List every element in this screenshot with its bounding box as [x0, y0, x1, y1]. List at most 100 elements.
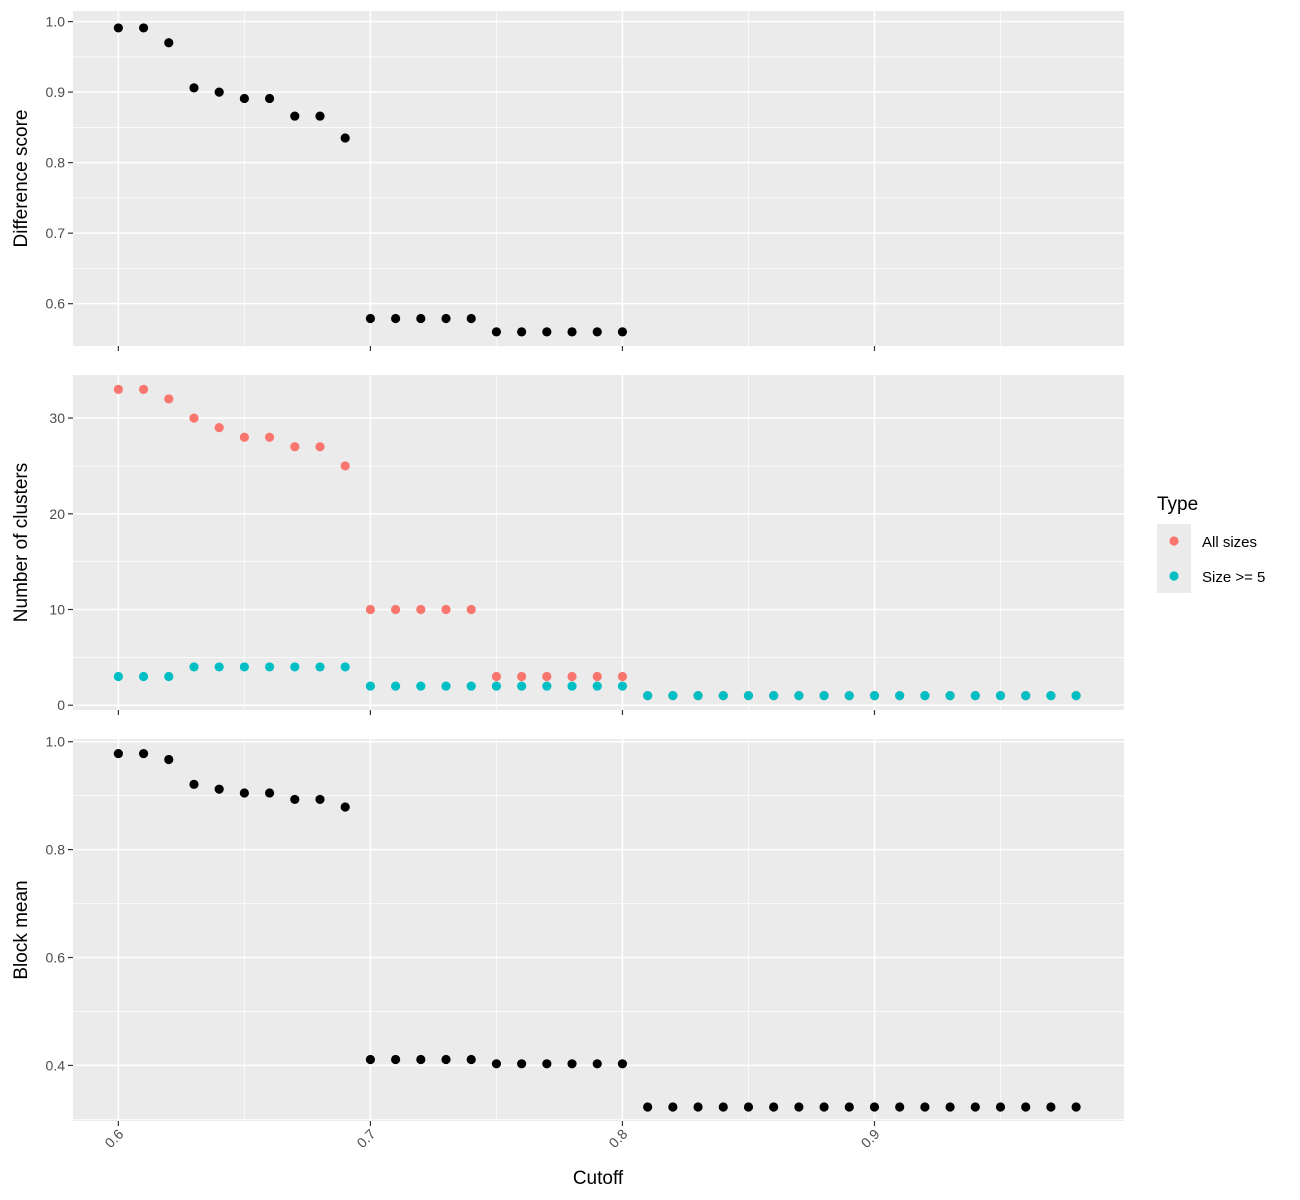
data-point: [315, 442, 325, 452]
data-point: [391, 604, 401, 615]
data-point: [592, 1059, 602, 1069]
data-point: [189, 779, 199, 789]
data-point: [895, 691, 905, 701]
data-point: [491, 681, 502, 691]
data-point: [743, 1102, 754, 1112]
data-point: [264, 93, 275, 104]
data-point: [668, 1102, 678, 1112]
data-point: [920, 691, 930, 701]
data-point: [340, 662, 350, 672]
y-tick-label: 0.9: [46, 84, 66, 100]
data-point: [491, 327, 502, 337]
data-point: [466, 681, 476, 691]
panel-background: [73, 11, 1124, 346]
data-point: [391, 1054, 401, 1065]
data-point: [995, 691, 1006, 701]
data-point: [214, 784, 224, 794]
data-point: [290, 111, 300, 121]
data-point: [869, 691, 880, 701]
data-point: [441, 1054, 451, 1065]
data-point: [416, 604, 426, 615]
data-point: [844, 1102, 854, 1112]
data-point: [592, 671, 602, 682]
y-tick-label: 0.4: [46, 1057, 66, 1073]
data-point: [491, 1059, 502, 1069]
data-point: [517, 327, 527, 337]
y-tick-label: 0.6: [46, 296, 66, 312]
data-point: [315, 662, 325, 672]
data-point: [290, 662, 300, 672]
data-point: [844, 691, 854, 701]
data-point: [164, 671, 174, 682]
data-point: [164, 394, 174, 404]
data-point: [567, 681, 577, 691]
data-point: [340, 802, 350, 812]
data-point: [416, 313, 426, 324]
data-point: [542, 327, 552, 337]
panel-2: 0 10 20 30 Number of clusters: [11, 375, 1124, 715]
data-point: [995, 1102, 1006, 1112]
data-point: [214, 423, 224, 433]
data-point: [416, 681, 426, 691]
data-point: [113, 671, 123, 682]
data-point: [895, 1102, 905, 1112]
data-point: [718, 691, 728, 701]
data-point: [315, 111, 325, 121]
data-point: [567, 327, 577, 337]
legend-label: Size >= 5: [1202, 569, 1265, 586]
data-point: [391, 681, 401, 691]
data-point: [617, 327, 628, 337]
x-tick-label: 0.6: [101, 1126, 126, 1151]
data-point: [239, 662, 249, 672]
data-point: [264, 432, 275, 442]
data-point: [214, 87, 224, 97]
data-point: [693, 1102, 703, 1112]
data-point: [517, 681, 527, 691]
data-point: [138, 384, 149, 394]
data-point: [189, 662, 199, 672]
y-tick-label: 1.0: [46, 734, 66, 750]
data-point: [920, 1102, 930, 1112]
data-point: [617, 681, 628, 691]
data-point: [365, 313, 376, 324]
y-tick-label: 1.0: [46, 14, 66, 30]
y-tick-label: 30: [49, 410, 65, 426]
data-point: [769, 1102, 779, 1112]
data-point: [239, 788, 249, 798]
panel-background: [73, 375, 1124, 710]
data-point: [794, 1102, 804, 1112]
data-point: [264, 788, 275, 798]
data-point: [466, 313, 476, 324]
data-point: [164, 38, 174, 48]
y-axis-title: Number of clusters: [11, 463, 32, 622]
panel-3: 0.4 0.6 0.8 1.0 Block mean: [11, 734, 1124, 1126]
data-point: [365, 1054, 376, 1065]
data-point: [592, 681, 602, 691]
data-point: [1046, 1102, 1056, 1112]
legend-key: [1169, 536, 1179, 546]
data-point: [1046, 691, 1056, 701]
data-point: [643, 1102, 653, 1112]
data-point: [239, 432, 249, 442]
data-point: [970, 1102, 980, 1112]
data-point: [617, 1059, 628, 1069]
data-point: [819, 691, 829, 701]
data-point: [945, 691, 955, 701]
data-point: [340, 133, 350, 143]
data-point: [138, 748, 149, 759]
y-tick-label: 0: [57, 697, 65, 713]
legend-title: Type: [1157, 494, 1198, 515]
data-point: [592, 327, 602, 337]
data-point: [290, 442, 300, 452]
x-tick-labels: 0.6 0.7 0.8 0.9: [101, 1126, 882, 1151]
data-point: [869, 1102, 880, 1112]
data-point: [264, 662, 275, 672]
x-axis-title: Cutoff: [573, 1168, 624, 1189]
series-values: [113, 748, 1081, 1112]
data-point: [542, 681, 552, 691]
data-point: [743, 691, 754, 701]
data-point: [113, 23, 123, 33]
data-point: [517, 671, 527, 682]
data-point: [1071, 691, 1081, 701]
